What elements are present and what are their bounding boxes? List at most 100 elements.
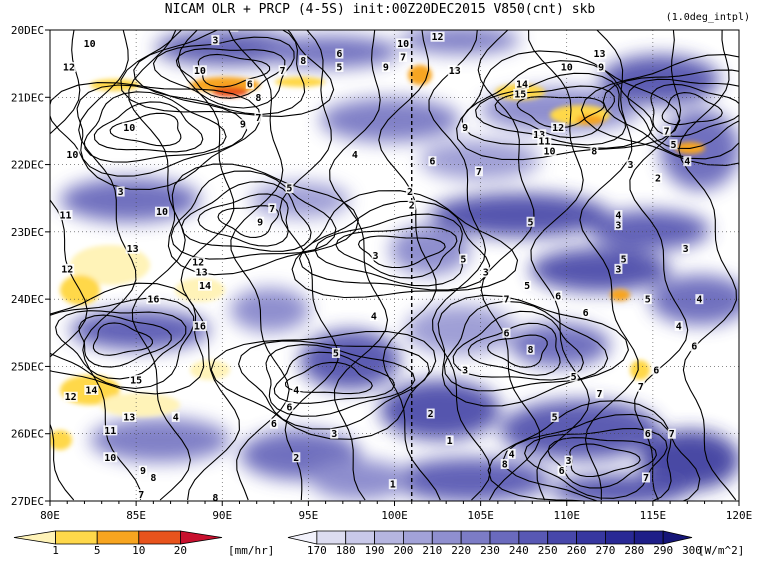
contour-label-bg (65, 149, 80, 160)
contour-line (580, 54, 739, 166)
contour-label: 13 (449, 66, 461, 77)
contour-label: 1 (447, 436, 453, 447)
contour-label-bg (514, 78, 529, 89)
contour-line (177, 30, 240, 501)
contour-line (78, 30, 142, 501)
gridlines (50, 30, 739, 501)
contour-label: 15 (130, 375, 142, 386)
contour-label: 13 (127, 244, 139, 255)
contour-label: 14 (85, 385, 97, 396)
contour-line (516, 96, 605, 129)
contour-label-bg (129, 374, 144, 385)
contour-label-bg (614, 263, 623, 274)
contour-label-bg (502, 294, 511, 305)
contour-label-bg (82, 38, 97, 49)
contour-label-bg (407, 199, 416, 210)
contour-label: 6 (336, 49, 342, 60)
contour-label: 5 (552, 412, 558, 423)
contour-line (443, 300, 609, 392)
contour-label-bg (595, 388, 604, 399)
contour-label-bg (557, 465, 566, 476)
colorbar-swatch (55, 530, 98, 545)
contour-line (428, 30, 492, 501)
interpolation-note: (1.0deg_intpl) (666, 12, 750, 23)
contour-label-bg (667, 428, 676, 439)
contour-label: 6 (271, 419, 277, 430)
contour-label: 2 (409, 200, 415, 211)
contour-label-bg (116, 186, 125, 197)
colorbar-swatch (518, 530, 549, 545)
contour-label-bg (513, 88, 528, 99)
contour-label: 6 (286, 402, 292, 413)
y-tick-label: 20DEC (11, 24, 44, 37)
contour-label: 3 (565, 456, 571, 467)
colorbar-swatch (374, 530, 404, 545)
contour-label: 4 (509, 449, 515, 460)
contour-label: 1 (390, 480, 396, 491)
contour-line (265, 344, 416, 417)
contour-label: 10 (104, 453, 116, 464)
contour-label: 11 (538, 137, 550, 148)
colorbar-swatch (431, 530, 462, 545)
colorbar-label: 220 (451, 544, 471, 557)
contour-label: 4 (293, 385, 299, 396)
contour-label: 3 (627, 160, 633, 171)
contour-label: 9 (462, 123, 468, 134)
contour-label-bg (285, 183, 294, 194)
contour-line (152, 36, 295, 109)
contour-label-bg (474, 166, 483, 177)
contour-label: 4 (352, 150, 358, 161)
y-tick-label: 25DEC (11, 360, 44, 373)
contour-label-bg (695, 294, 704, 305)
contour-label-bg (388, 479, 397, 490)
colorbar-swatch (576, 530, 606, 545)
contour-label-bg (191, 257, 206, 268)
y-tick-label: 23DEC (11, 226, 44, 239)
contour-label-bg (122, 122, 137, 133)
contour-label-bg (254, 112, 263, 123)
contour-label-bg (681, 243, 690, 254)
contour-label: 2 (655, 174, 661, 185)
x-tick-label: 100E (381, 509, 408, 522)
contour-label: 13 (196, 268, 208, 279)
contour-label-bg (662, 125, 671, 136)
contour-label: 4 (615, 211, 621, 222)
x-tick-label: 90E (212, 509, 232, 522)
colorbar-swatch (403, 530, 433, 545)
colorbar-swatch (605, 530, 635, 545)
contour-label: 7 (476, 167, 482, 178)
contour-label: 8 (300, 56, 306, 67)
contour-label: 3 (615, 221, 621, 232)
contour-line (92, 322, 154, 356)
contour-label: 5 (571, 372, 577, 383)
contour-label: 5 (286, 184, 292, 195)
contour-label-bg (690, 341, 699, 352)
contour-label-bg (192, 65, 207, 76)
olr-colorbar: 170 180 190 200 210 220 230 240 250 260 270 280 290 3… (287, 530, 744, 557)
contour-label-bg (554, 290, 563, 301)
x-tick-label: 80E (40, 509, 60, 522)
contour-line (78, 314, 172, 368)
contour-label-bg (564, 455, 573, 466)
contour-label: 10 (84, 39, 96, 50)
contour-line (335, 226, 458, 279)
contour-line (279, 30, 339, 501)
contour-label-bg (371, 250, 380, 261)
contour-label: 3 (462, 365, 468, 376)
y-tick-label: 27DEC (11, 495, 44, 508)
contour-label: 12 (63, 63, 75, 74)
colorbar-swatch (662, 530, 693, 545)
contour-line (494, 85, 615, 139)
x-axis: 80E 85E 90E 95E 100E 105E 110E 115E 120E (40, 501, 752, 522)
contour-label-bg (542, 146, 557, 157)
contour-label: 3 (683, 244, 689, 255)
contour-line (528, 30, 590, 501)
contour-label-bg (369, 310, 378, 321)
contour-label: 15 (514, 89, 526, 100)
contour-label-bg (652, 364, 661, 375)
colorbar-label: 210 (422, 544, 442, 557)
contour-label: 8 (150, 473, 156, 484)
contour-label: 3 (483, 268, 489, 279)
y-tick-label: 21DEC (11, 91, 44, 104)
